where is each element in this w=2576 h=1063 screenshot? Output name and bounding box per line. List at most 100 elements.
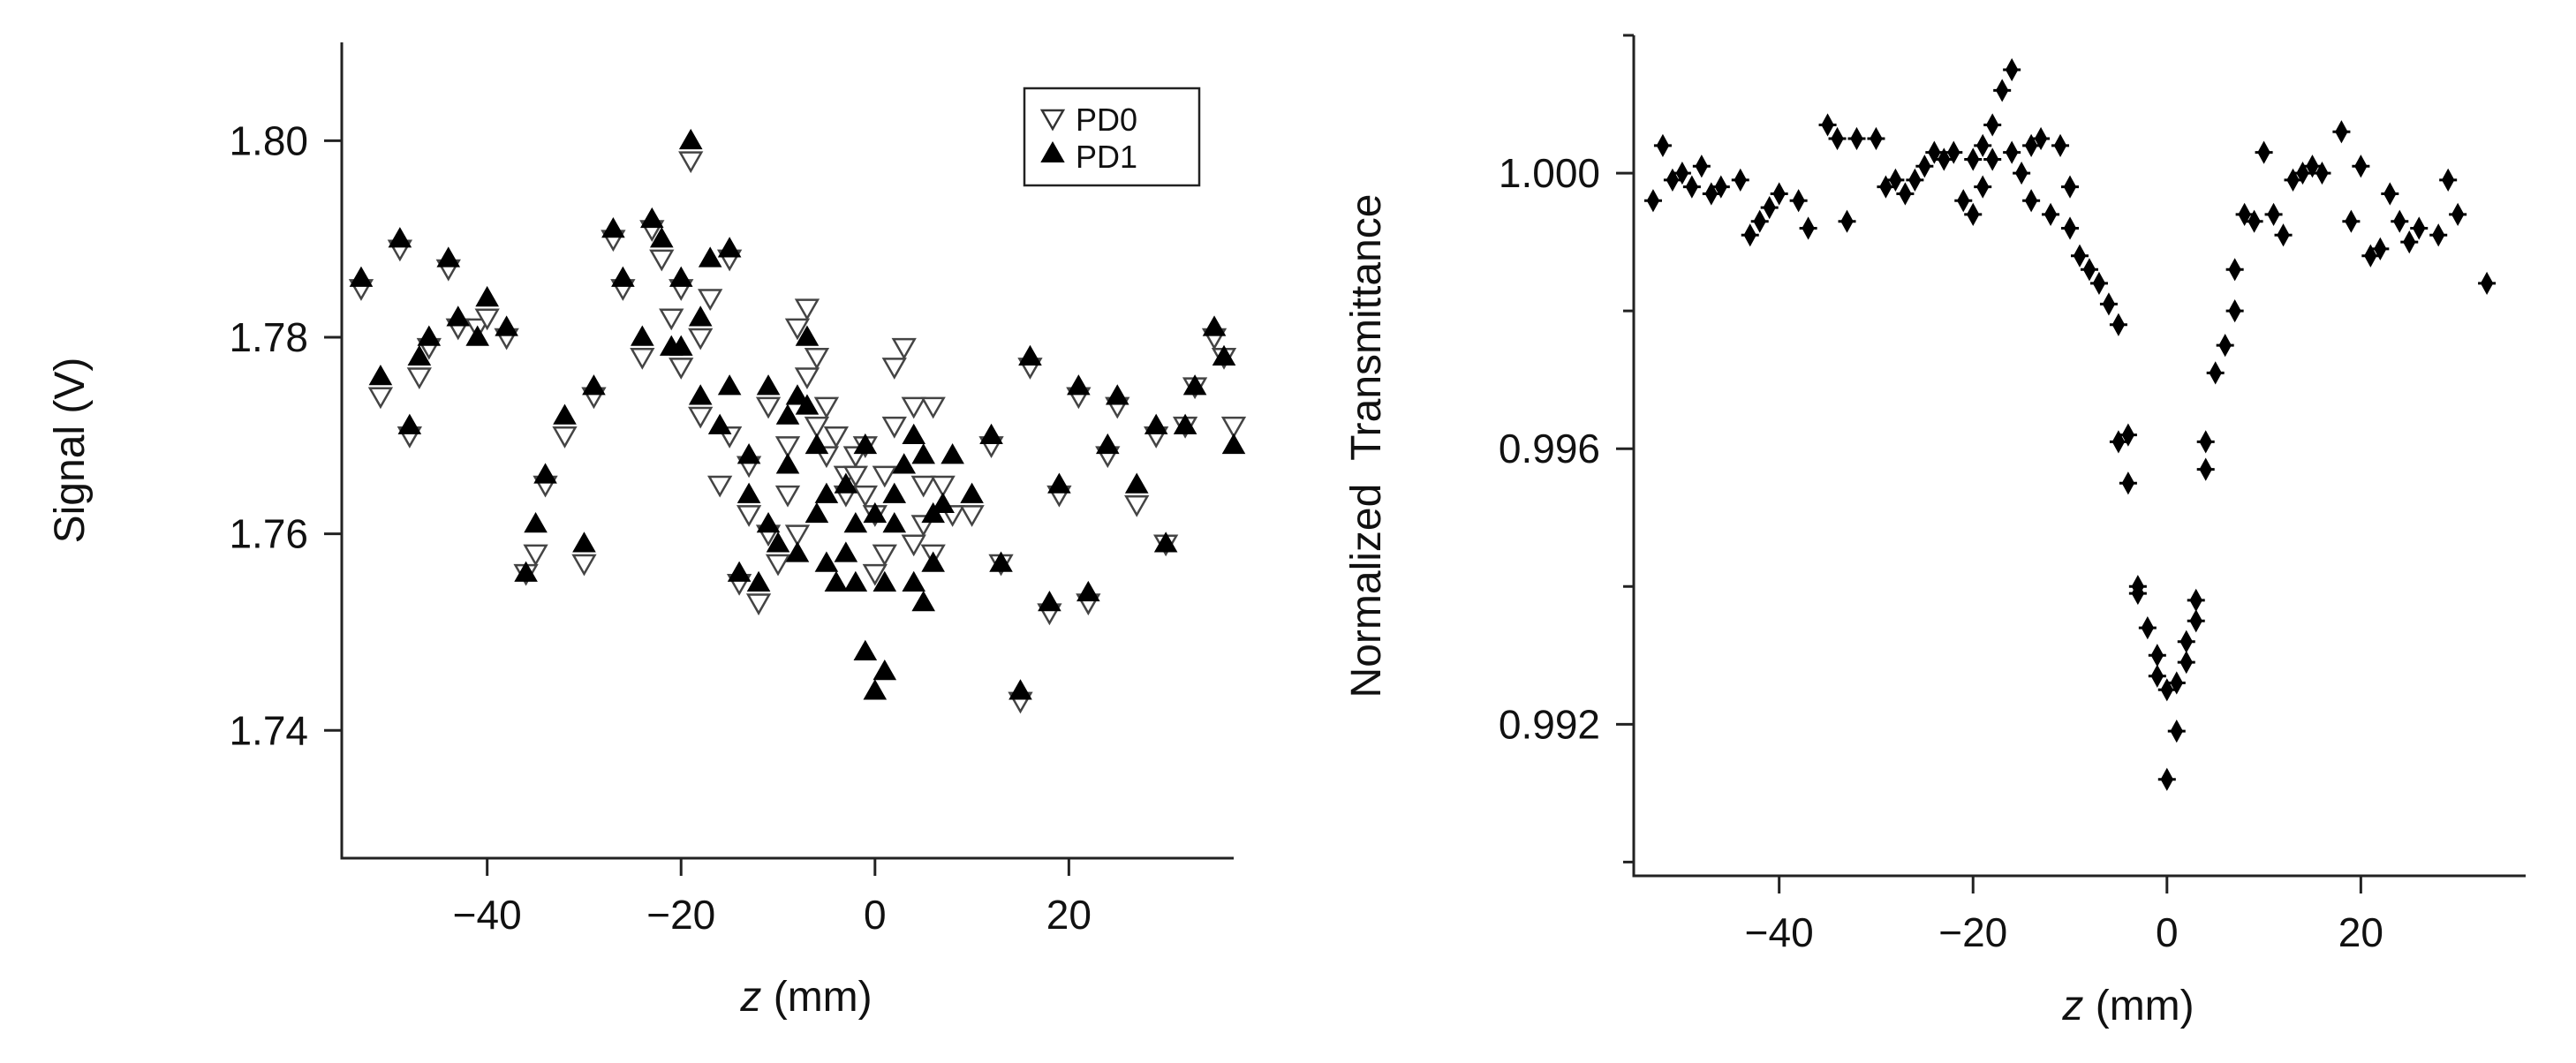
pd1-point (834, 472, 858, 494)
pd1-point (727, 561, 752, 582)
pd1-point (1153, 532, 1178, 553)
transmittance-point (1799, 216, 1817, 240)
pd1-point (631, 325, 654, 346)
transmittance-point (2225, 258, 2244, 282)
pd1-point (514, 561, 538, 582)
pd1-point (853, 639, 878, 660)
pd1-point (669, 335, 693, 356)
pd1-point (640, 207, 664, 229)
transmittance-point (2119, 423, 2137, 447)
transmittance-point (2099, 292, 2118, 316)
legend-pd1-label: PD1 (1076, 139, 1137, 175)
transmittance-point (2157, 767, 2176, 791)
transmittance-point (2003, 57, 2021, 82)
transmittance-point (1954, 189, 1973, 213)
pd1-point (775, 453, 800, 474)
pd1-point (824, 570, 849, 592)
transmittance-point (2400, 230, 2419, 254)
pd0-point (804, 347, 830, 370)
pd0-point (959, 505, 985, 527)
pd1-point (407, 344, 432, 366)
transmittance-point (2138, 615, 2157, 640)
right-y-axis-title: Normalized Transmittance (1343, 194, 1390, 698)
pd0-point (784, 318, 811, 341)
left-y-tick-label: 1.80 (229, 117, 308, 163)
transmittance-point (1867, 126, 1885, 151)
pd1-point (805, 501, 829, 524)
pd1-point (1095, 433, 1120, 455)
pd1-point (911, 591, 935, 612)
pd1-point (1038, 591, 1061, 612)
pd1-point (1212, 344, 1236, 366)
pd1-point (911, 443, 935, 464)
transmittance-point (2332, 120, 2351, 144)
pd1-point (931, 492, 955, 513)
pd1-point (766, 532, 790, 553)
pd1-point (775, 403, 800, 425)
left-y-tick-label: 1.78 (229, 314, 308, 360)
transmittance-point (2187, 609, 2205, 633)
pd1-point (785, 384, 810, 405)
transmittance-point (2167, 671, 2186, 695)
pd1-point (1173, 413, 1197, 434)
right-x-tick-label: 0 (2156, 909, 2179, 955)
pd1-point (669, 266, 693, 287)
transmittance-point (2196, 430, 2215, 454)
left-chart-frame (340, 42, 1234, 860)
right-x-ticks: −40 −20 0 20 (1745, 876, 2383, 955)
pd1-point (1124, 472, 1149, 494)
pd1-point (368, 364, 393, 386)
left-x-axis-title: z (mm) (739, 974, 872, 1021)
pd0-point (794, 298, 820, 321)
transmittance-point (1847, 126, 1866, 151)
left-x-tick-label: 0 (864, 892, 887, 938)
transmittance-point (1993, 79, 2012, 102)
transmittance-point (1964, 147, 1983, 171)
left-y-axis-title: Signal (V) (47, 358, 94, 544)
transmittance-point (2177, 650, 2195, 675)
pd0-point (649, 249, 675, 272)
pd1-point (843, 570, 868, 592)
pd0-point (736, 505, 762, 527)
transmittance-point (2439, 168, 2458, 192)
transmittance-point (1770, 182, 1788, 206)
pd1-point (649, 227, 674, 248)
transmittance-point (2196, 457, 2215, 481)
pd1-point (688, 384, 713, 405)
pd1-point (756, 511, 781, 533)
transmittance-point (2478, 271, 2497, 296)
pd0-point (901, 534, 926, 557)
transmittance-point (2361, 244, 2380, 268)
transmittance-point (2157, 678, 2176, 702)
signal-chart: 1.74 1.76 1.78 1.80 −40 −20 0 20 PD0 PD1 Signa… (47, 42, 1247, 1021)
right-x-axis-title: z (mm) (2061, 983, 2194, 1029)
transmittance-point (2022, 189, 2041, 213)
transmittance-point (2003, 140, 2021, 164)
left-x-tick-label: −40 (453, 892, 522, 938)
pd1-point (756, 374, 781, 396)
transmittance-point (1682, 175, 1701, 199)
left-y-tick-label: 1.76 (229, 511, 308, 557)
pd1-point (582, 374, 606, 396)
pd0-point (630, 347, 655, 370)
pd0-point (794, 367, 820, 390)
pd0-point (474, 308, 500, 331)
pd1-point (717, 374, 742, 396)
pd0-point (910, 475, 936, 498)
transmittance-point (1915, 155, 1934, 178)
pd1-point (417, 325, 442, 346)
pd1-point (572, 532, 596, 553)
right-data-points (1643, 57, 2497, 791)
pd1-point (863, 501, 888, 524)
left-x-ticks: −40 −20 0 20 (453, 858, 1092, 938)
left-y-tick-label: 1.74 (229, 707, 308, 753)
pd1-point (746, 570, 771, 592)
pd0-point (1220, 416, 1247, 439)
pd0-point (765, 554, 791, 577)
transmittance-point (2187, 588, 2205, 612)
transmittance-point (2128, 581, 2147, 606)
transmittance-point (2235, 202, 2254, 226)
pd0-point (872, 544, 897, 567)
transmittance-chart: 0.992 0.996 1.000 −40 −20 0 20 Normalized Tra… (1343, 34, 2526, 1029)
transmittance-point (1789, 189, 1808, 213)
